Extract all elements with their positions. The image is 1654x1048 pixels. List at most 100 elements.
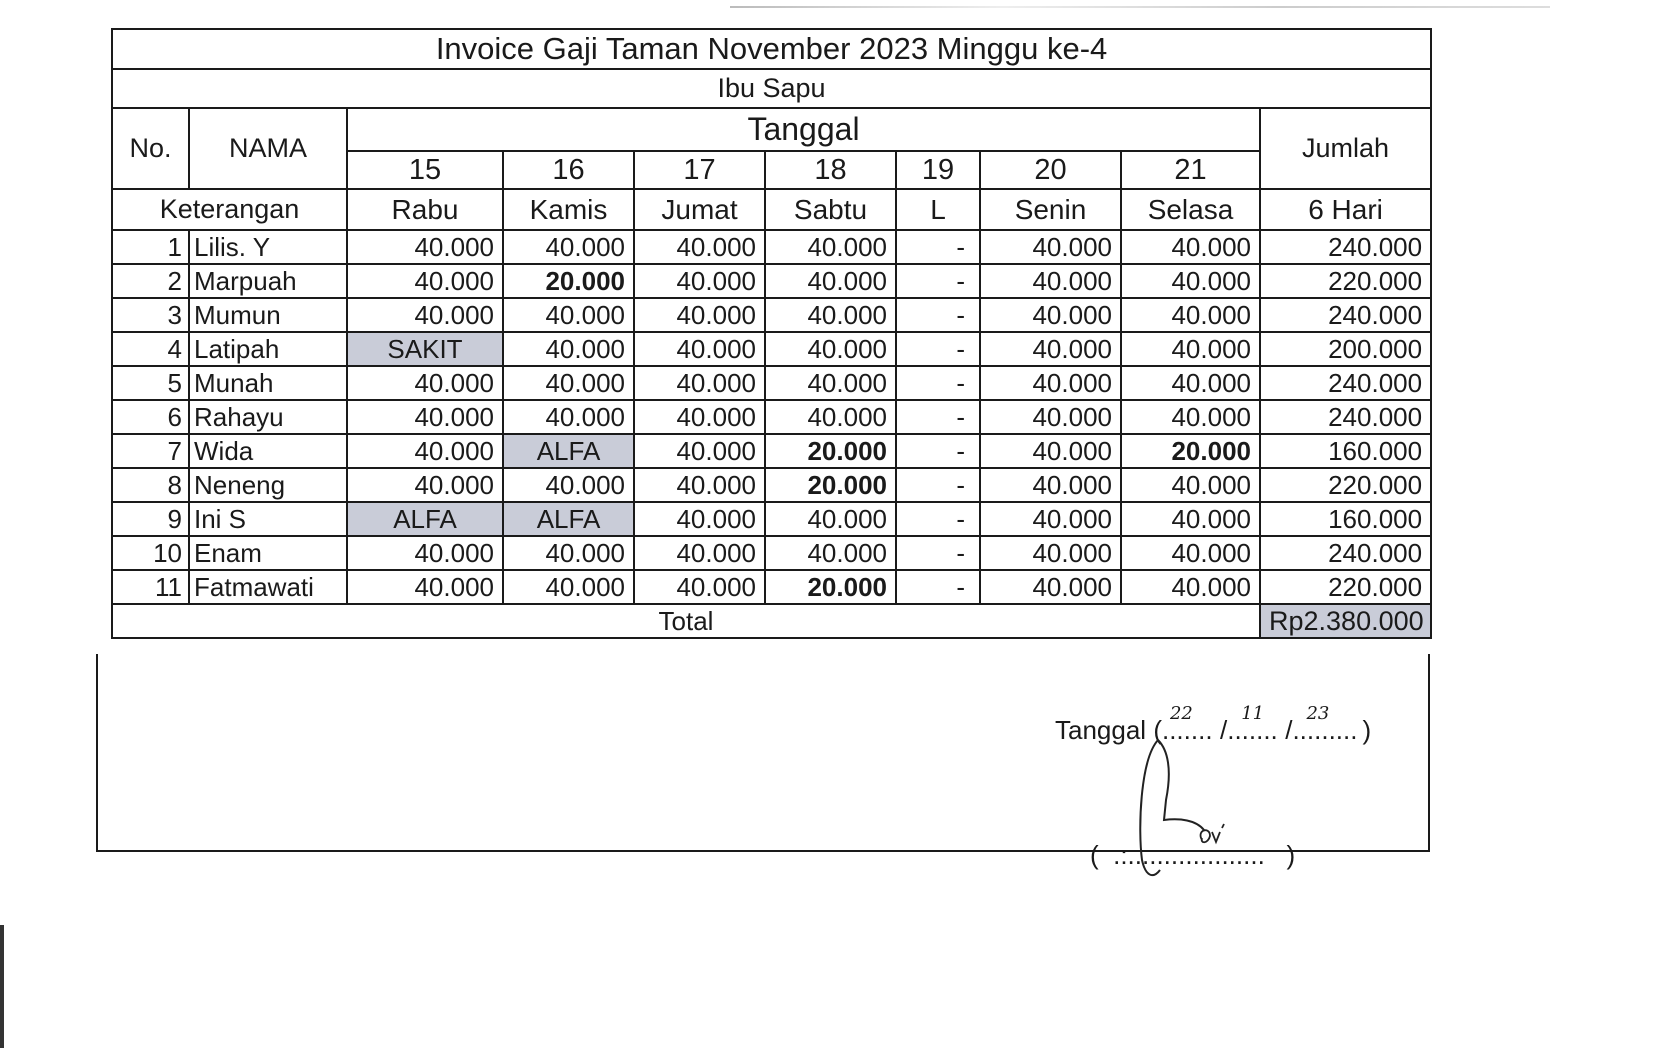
wage-cell: 40.000 (502, 229, 635, 265)
wage-cell: 40.000 (346, 229, 504, 265)
wage-cell: - (895, 535, 981, 571)
wage-cell: SAKIT (346, 331, 504, 367)
grand-total: Rp2.380.000 (1258, 603, 1433, 639)
row-number: 5 (111, 365, 189, 401)
employee-name: Lilis. Y (188, 229, 348, 265)
wage-cell: 40.000 (979, 297, 1122, 333)
row-number: 4 (111, 331, 189, 367)
header-tanggal: Tanggal (346, 107, 1261, 152)
header-day: Senin (979, 188, 1122, 231)
signature-area (96, 654, 1430, 852)
wage-cell: 40.000 (979, 331, 1122, 367)
wage-cell: 40.000 (346, 297, 504, 333)
wage-cell: 40.000 (1120, 365, 1261, 401)
header-day: Selasa (1120, 188, 1261, 231)
row-total: 220.000 (1258, 569, 1433, 605)
table-row: 11 Fatmawati 40.000 40.000 40.000 20.000-40.0… (111, 569, 1433, 605)
wage-cell: 20.000 (764, 467, 897, 503)
wage-cell: 40.000 (633, 331, 766, 367)
employee-name: Ini S (188, 501, 348, 537)
row-total: 160.000 (1258, 501, 1433, 537)
wage-cell: 20.000 (1120, 433, 1261, 469)
wage-cell: 40.000 (979, 501, 1122, 537)
signature-date: Tanggal (....... 22/....... 11/......... 23… (1055, 703, 1372, 745)
table-row: 10 Enam 40.000 40.000 40.000 40.000-40.000 40.… (111, 535, 1433, 571)
wage-cell: 40.000 (1120, 467, 1261, 503)
date-year: 23 (1306, 703, 1330, 724)
wage-cell: 40.000 (346, 467, 504, 503)
wage-cell: 40.000 (764, 297, 897, 333)
row-number: 6 (111, 399, 189, 435)
wage-cell: - (895, 399, 981, 435)
table-row: 3 Mumun 40.000 40.000 40.000 40.000-40.000 40.… (111, 297, 1433, 333)
wage-cell: 40.000 (1120, 229, 1261, 265)
row-total: 200.000 (1258, 331, 1433, 367)
invoice-sheet: Invoice Gaji Taman November 2023 Minggu … (110, 28, 1433, 639)
table-row: 8 Neneng 40.000 40.000 40.000 20.000-40.000 40… (111, 467, 1433, 503)
wage-cell: 40.000 (346, 399, 504, 435)
wage-cell: ALFA (502, 501, 635, 537)
total-row: Total Rp2.380.000 (111, 603, 1433, 639)
row-number: 10 (111, 535, 189, 571)
wage-cell: 40.000 (346, 535, 504, 571)
row-total: 240.000 (1258, 399, 1433, 435)
row-number: 9 (111, 501, 189, 537)
wage-cell: 40.000 (502, 535, 635, 571)
wage-cell: - (895, 501, 981, 537)
wage-cell: 40.000 (633, 297, 766, 333)
wage-cell: 40.000 (764, 229, 897, 265)
wage-cell: 40.000 (346, 433, 504, 469)
employee-name: Marpuah (188, 263, 348, 299)
date-label: Tanggal (1055, 715, 1147, 745)
wage-cell: 40.000 (764, 535, 897, 571)
wage-cell: 40.000 (633, 365, 766, 401)
header-keterangan: Keterangan (111, 188, 348, 231)
header-day: Kamis (502, 188, 635, 231)
wage-cell: 40.000 (1120, 535, 1261, 571)
header-date: 15 (346, 150, 504, 190)
wage-cell: - (895, 331, 981, 367)
row-total: 240.000 (1258, 535, 1433, 571)
wage-cell: - (895, 365, 981, 401)
signature-image (1139, 739, 1225, 877)
invoice-subtitle: Ibu Sapu (110, 68, 1433, 109)
row-number: 8 (111, 467, 189, 503)
row-total: 240.000 (1258, 297, 1433, 333)
wage-cell: 40.000 (633, 433, 766, 469)
wage-cell: 40.000 (502, 467, 635, 503)
invoice-title: Invoice Gaji Taman November 2023 Minggu … (110, 28, 1433, 70)
wage-cell: ALFA (502, 433, 635, 469)
wage-cell: 40.000 (633, 569, 766, 605)
scan-edge (0, 925, 4, 1048)
wage-cell: 40.000 (979, 399, 1122, 435)
row-total: 240.000 (1258, 365, 1433, 401)
wage-cell: 40.000 (764, 365, 897, 401)
wage-cell: 40.000 (633, 229, 766, 265)
employee-name: Mumun (188, 297, 348, 333)
scan-artifact (730, 6, 1550, 8)
wage-cell: 40.000 (346, 263, 504, 299)
header-day: Rabu (346, 188, 504, 231)
header-day: Sabtu (764, 188, 897, 231)
wage-cell: 40.000 (346, 569, 504, 605)
date-month: 11 (1241, 703, 1265, 724)
table-row: 2 Marpuah 40.000 20.000 40.000 40.000-40.000 4… (111, 263, 1433, 299)
table-row: 5 Munah 40.000 40.000 40.000 40.000-40.000 40.… (111, 365, 1433, 401)
wage-cell: - (895, 263, 981, 299)
wage-cell: - (895, 433, 981, 469)
wage-cell: ALFA (346, 501, 504, 537)
table-row: 4 Latipah SAKIT 40.000 40.000 40.000-40.000 40… (111, 331, 1433, 367)
header-jumlah: Jumlah (1258, 107, 1433, 190)
header-no: No. (111, 107, 190, 190)
employee-name: Fatmawati (188, 569, 348, 605)
row-total: 220.000 (1258, 467, 1433, 503)
header-day: L (895, 188, 981, 231)
row-number: 11 (111, 569, 189, 605)
wage-cell: 40.000 (633, 263, 766, 299)
header-date: 20 (979, 150, 1122, 190)
date-day: 22 (1169, 703, 1193, 724)
employee-name: Rahayu (188, 399, 348, 435)
wage-cell: 40.000 (764, 331, 897, 367)
wage-cell: - (895, 467, 981, 503)
wage-cell: 40.000 (502, 569, 635, 605)
